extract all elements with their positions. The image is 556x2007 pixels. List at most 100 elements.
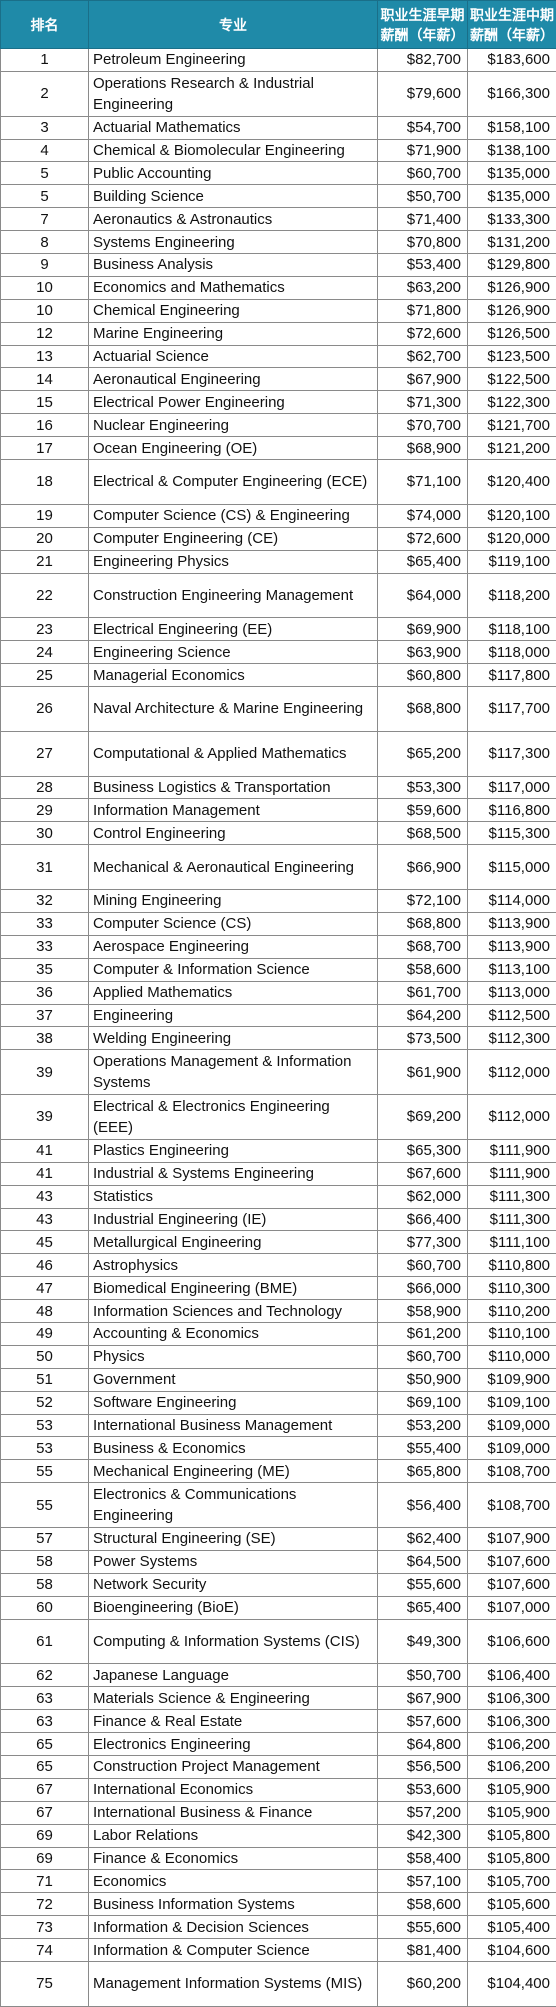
- mid-salary-cell: $108,700: [468, 1483, 556, 1528]
- early-salary-cell: $60,700: [378, 1254, 468, 1277]
- mid-salary-cell: $158,100: [468, 116, 556, 139]
- mid-salary-cell: $109,000: [468, 1437, 556, 1460]
- header-row: 排名 专业 职业生涯早期薪酬（年薪） 职业生涯中期薪酬（年薪）: [1, 1, 556, 49]
- early-salary-cell: $56,400: [378, 1483, 468, 1528]
- mid-salary-cell: $104,600: [468, 1939, 556, 1962]
- mid-salary-cell: $129,800: [468, 254, 556, 277]
- mid-salary-cell: $112,000: [468, 1050, 556, 1095]
- major-cell: Plastics Engineering: [89, 1139, 378, 1162]
- mid-salary-cell: $123,500: [468, 345, 556, 368]
- early-salary-cell: $66,400: [378, 1208, 468, 1231]
- mid-salary-cell: $113,900: [468, 935, 556, 958]
- mid-salary-cell: $105,900: [468, 1778, 556, 1801]
- early-salary-cell: $67,600: [378, 1162, 468, 1185]
- rank-cell: 3: [1, 116, 89, 139]
- mid-salary-cell: $112,500: [468, 1004, 556, 1027]
- major-cell: International Business & Finance: [89, 1801, 378, 1824]
- early-salary-cell: $50,900: [378, 1368, 468, 1391]
- early-salary-cell: $69,200: [378, 1095, 468, 1140]
- rank-cell: 62: [1, 1664, 89, 1687]
- header-mid-salary: 职业生涯中期薪酬（年薪）: [468, 1, 556, 49]
- rank-cell: 26: [1, 686, 89, 731]
- rank-cell: 36: [1, 981, 89, 1004]
- major-cell: Welding Engineering: [89, 1027, 378, 1050]
- major-cell: Economics and Mathematics: [89, 276, 378, 299]
- rank-cell: 32: [1, 890, 89, 913]
- rank-cell: 7: [1, 208, 89, 231]
- early-salary-cell: $68,800: [378, 912, 468, 935]
- mid-salary-cell: $113,100: [468, 958, 556, 981]
- major-cell: Computer Engineering (CE): [89, 527, 378, 550]
- mid-salary-cell: $110,200: [468, 1300, 556, 1323]
- major-cell: Electrical & Electronics Engineering (EE…: [89, 1095, 378, 1140]
- early-salary-cell: $53,200: [378, 1414, 468, 1437]
- mid-salary-cell: $105,600: [468, 1893, 556, 1916]
- mid-salary-cell: $110,300: [468, 1277, 556, 1300]
- major-cell: Japanese Language: [89, 1664, 378, 1687]
- major-cell: Power Systems: [89, 1550, 378, 1573]
- major-cell: Computer & Information Science: [89, 958, 378, 981]
- rank-cell: 1: [1, 49, 89, 72]
- major-cell: Ocean Engineering (OE): [89, 437, 378, 460]
- mid-salary-cell: $107,000: [468, 1596, 556, 1619]
- major-cell: Chemical Engineering: [89, 299, 378, 322]
- early-salary-cell: $58,900: [378, 1300, 468, 1323]
- early-salary-cell: $79,600: [378, 71, 468, 116]
- major-cell: Computer Science (CS) & Engineering: [89, 504, 378, 527]
- early-salary-cell: $65,200: [378, 731, 468, 776]
- mid-salary-cell: $133,300: [468, 208, 556, 231]
- rank-cell: 71: [1, 1870, 89, 1893]
- early-salary-cell: $54,700: [378, 116, 468, 139]
- major-cell: Actuarial Science: [89, 345, 378, 368]
- early-salary-cell: $42,300: [378, 1824, 468, 1847]
- rank-cell: 60: [1, 1596, 89, 1619]
- mid-salary-cell: $107,600: [468, 1550, 556, 1573]
- rank-cell: 24: [1, 641, 89, 664]
- rank-cell: 30: [1, 822, 89, 845]
- rank-cell: 45: [1, 1231, 89, 1254]
- major-cell: Electrical Power Engineering: [89, 391, 378, 414]
- rank-cell: 31: [1, 845, 89, 890]
- mid-salary-cell: $109,900: [468, 1368, 556, 1391]
- early-salary-cell: $64,200: [378, 1004, 468, 1027]
- early-salary-cell: $58,600: [378, 1893, 468, 1916]
- rank-cell: 75: [1, 1961, 89, 2006]
- mid-salary-cell: $109,100: [468, 1391, 556, 1414]
- major-cell: Computational & Applied Mathematics: [89, 731, 378, 776]
- major-cell: Information Sciences and Technology: [89, 1300, 378, 1323]
- rank-cell: 46: [1, 1254, 89, 1277]
- major-cell: Bioengineering (BioE): [89, 1596, 378, 1619]
- rank-cell: 53: [1, 1437, 89, 1460]
- rank-cell: 50: [1, 1345, 89, 1368]
- major-cell: Accounting & Economics: [89, 1323, 378, 1346]
- major-cell: Economics: [89, 1870, 378, 1893]
- mid-salary-cell: $138,100: [468, 139, 556, 162]
- early-salary-cell: $67,900: [378, 368, 468, 391]
- mid-salary-cell: $115,000: [468, 845, 556, 890]
- early-salary-cell: $64,500: [378, 1550, 468, 1573]
- major-cell: Aeronautics & Astronautics: [89, 208, 378, 231]
- early-salary-cell: $49,300: [378, 1619, 468, 1664]
- mid-salary-cell: $117,300: [468, 731, 556, 776]
- major-cell: Labor Relations: [89, 1824, 378, 1847]
- mid-salary-cell: $105,800: [468, 1824, 556, 1847]
- rank-cell: 5: [1, 185, 89, 208]
- early-salary-cell: $73,500: [378, 1027, 468, 1050]
- early-salary-cell: $55,400: [378, 1437, 468, 1460]
- early-salary-cell: $63,900: [378, 641, 468, 664]
